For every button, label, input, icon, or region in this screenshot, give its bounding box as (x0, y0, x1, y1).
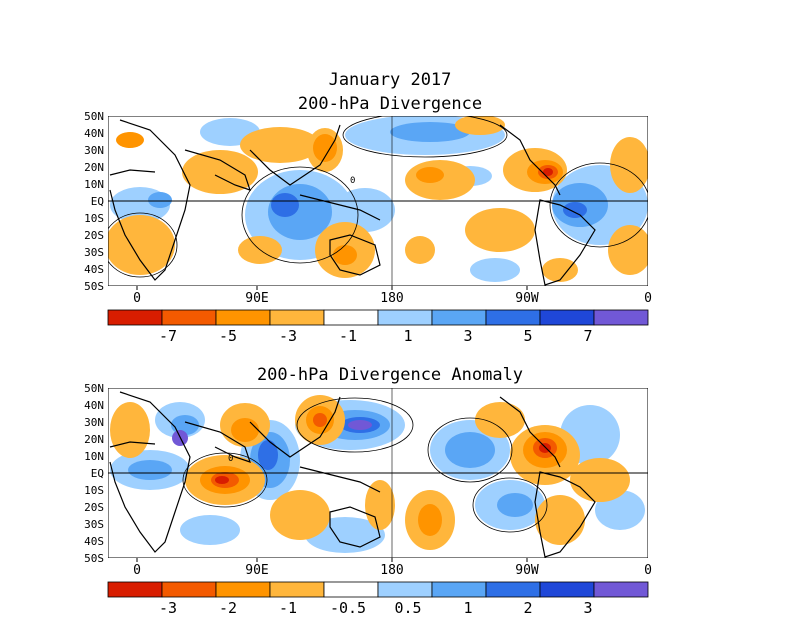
lat-label: 50N (84, 110, 104, 123)
lat-label: 10S (84, 212, 104, 225)
colorbar-label: 1 (463, 599, 473, 617)
lat-label: 30S (84, 246, 104, 259)
colorbar-swatch (485, 581, 541, 598)
colorbar-swatch (323, 581, 379, 598)
lat-label: 40N (84, 399, 104, 412)
lon-label: 90E (245, 291, 269, 306)
lat-label: 50S (84, 280, 104, 293)
colorbar-swatch (431, 309, 487, 326)
colorbar-label: 0.5 (394, 599, 422, 617)
colorbar-swatch (215, 581, 271, 598)
lat-label: 20N (84, 161, 104, 174)
lat-label: 40N (84, 127, 104, 140)
lat-label: 40S (84, 535, 104, 548)
lat-label: 50N (84, 382, 104, 395)
lon-label: 0 (133, 563, 141, 578)
lon-label: 0 (133, 291, 141, 306)
colorbar-label: -1 (278, 599, 298, 617)
colorbar-swatch (107, 309, 163, 326)
lat-label: 10N (84, 178, 104, 191)
lon-label: 180 (380, 563, 404, 578)
lat-label: 50S (84, 552, 104, 565)
colorbar-swatch (269, 581, 325, 598)
colorbar-divergence (107, 309, 649, 326)
lat-label: 30N (84, 416, 104, 429)
lat-label: 20S (84, 229, 104, 242)
colorbar-swatch (377, 581, 433, 598)
colorbar-swatch (107, 581, 163, 598)
zero-contours (108, 116, 648, 278)
colorbar-label: 1 (403, 327, 413, 345)
colorbar-label: -3 (278, 327, 298, 345)
panel-1-title: 200-hPa Divergence (297, 94, 483, 114)
colorbar-label: 7 (583, 327, 593, 345)
colorbar-label: -5 (218, 327, 238, 345)
colorbar-label: -7 (158, 327, 178, 345)
colorbar-swatch (593, 309, 649, 326)
colorbar-label: 3 (583, 599, 593, 617)
lat-label: 20N (84, 433, 104, 446)
contour-label: 0 (228, 454, 234, 464)
colorbar-swatch (269, 309, 325, 326)
colorbar-anomaly (107, 581, 649, 598)
lon-label: 90W (515, 563, 539, 578)
colorbar-label: -1 (338, 327, 358, 345)
colorbar-swatch (539, 309, 595, 326)
colorbar-swatch (431, 581, 487, 598)
lat-label: EQ (90, 467, 104, 480)
lon-label: 180 (380, 291, 404, 306)
divergence-map (108, 116, 648, 286)
colorbar-label: 5 (523, 327, 533, 345)
colorbar-swatch (377, 309, 433, 326)
lat-label: EQ (90, 195, 104, 208)
colorbar-swatch (215, 309, 271, 326)
colorbar-swatch (485, 309, 541, 326)
colorbar-swatch (161, 581, 217, 598)
lat-label: 10N (84, 450, 104, 463)
lon-label: 90E (245, 563, 269, 578)
colorbar-label: 3 (463, 327, 473, 345)
lat-label: 40S (84, 263, 104, 276)
colorbar-label: -0.5 (329, 599, 367, 617)
lat-label: 30S (84, 518, 104, 531)
lat-label: 20S (84, 501, 104, 514)
page-title: January 2017 (328, 70, 452, 90)
colorbar-swatch (539, 581, 595, 598)
divergence-anomaly-map (108, 388, 648, 558)
colorbar-label: 2 (523, 599, 533, 617)
colorbar-swatch (323, 309, 379, 326)
lat-label: 10S (84, 484, 104, 497)
lon-label: 0 (644, 291, 652, 306)
contour-label: 0 (350, 176, 356, 186)
lon-label: 0 (644, 563, 652, 578)
lon-label: 90W (515, 291, 539, 306)
colorbar-label: -3 (158, 599, 178, 617)
lat-label: 30N (84, 144, 104, 157)
colorbar-swatch (593, 581, 649, 598)
panel-2-title: 200-hPa Divergence Anomaly (256, 365, 524, 385)
coastline-lines (109, 119, 596, 286)
colorbar-swatch (161, 309, 217, 326)
colorbar-label: -2 (218, 599, 238, 617)
